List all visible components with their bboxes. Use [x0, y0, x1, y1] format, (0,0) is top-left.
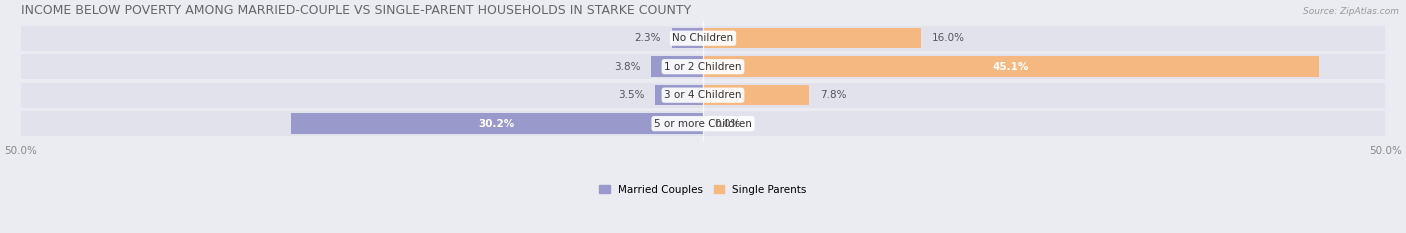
Bar — [21, 54, 1385, 79]
Text: No Children: No Children — [672, 33, 734, 43]
Text: 5 or more Children: 5 or more Children — [654, 119, 752, 129]
Text: Source: ZipAtlas.com: Source: ZipAtlas.com — [1303, 7, 1399, 16]
Bar — [703, 56, 1319, 77]
Text: 2.3%: 2.3% — [634, 33, 661, 43]
Bar — [21, 111, 1385, 136]
Text: INCOME BELOW POVERTY AMONG MARRIED-COUPLE VS SINGLE-PARENT HOUSEHOLDS IN STARKE : INCOME BELOW POVERTY AMONG MARRIED-COUPL… — [21, 4, 690, 17]
Bar — [655, 85, 703, 105]
Legend: Married Couples, Single Parents: Married Couples, Single Parents — [596, 182, 810, 198]
Text: 3 or 4 Children: 3 or 4 Children — [664, 90, 742, 100]
Text: 1 or 2 Children: 1 or 2 Children — [664, 62, 742, 72]
Text: 30.2%: 30.2% — [479, 119, 515, 129]
Text: 7.8%: 7.8% — [820, 90, 846, 100]
Bar — [21, 83, 1385, 108]
Bar — [703, 28, 921, 48]
Bar — [651, 56, 703, 77]
Bar — [21, 26, 1385, 51]
Bar — [703, 85, 810, 105]
Bar — [672, 28, 703, 48]
Text: 3.8%: 3.8% — [614, 62, 640, 72]
Text: 3.5%: 3.5% — [617, 90, 644, 100]
Bar — [291, 113, 703, 134]
Text: 0.0%: 0.0% — [714, 119, 740, 129]
Text: 16.0%: 16.0% — [932, 33, 966, 43]
Text: 45.1%: 45.1% — [993, 62, 1029, 72]
